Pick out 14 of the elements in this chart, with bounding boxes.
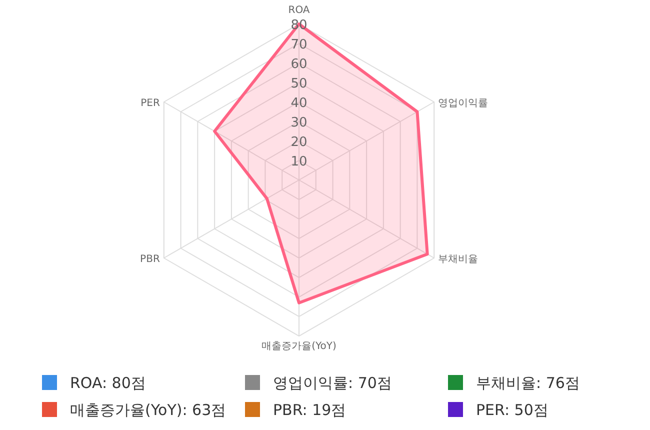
legend: ROA: 80점 영업이익률: 70점 부채비율: 76점 매출증가율(YoY): 63점 PBR: 19점 PER: 50점 xyxy=(42,374,580,419)
spoke-label: 매출증가율(YoY) xyxy=(262,341,336,352)
spoke-label: 영업이익률 xyxy=(438,98,488,109)
spoke-label: 부채비율 xyxy=(438,254,478,265)
spoke-label: PER xyxy=(140,98,160,109)
y-tick-label: 40 xyxy=(290,96,308,111)
y-tick-label: 20 xyxy=(290,135,308,150)
y-tick-label: 30 xyxy=(290,116,308,130)
y-tick-label: 50 xyxy=(290,76,308,92)
spoke-label: PBR xyxy=(140,254,160,265)
spoke-label: ROA xyxy=(288,5,310,16)
y-tick-label: 10 xyxy=(290,154,308,170)
y-tick-label: 70 xyxy=(290,38,308,52)
y-tick-label: 60 xyxy=(290,57,308,72)
